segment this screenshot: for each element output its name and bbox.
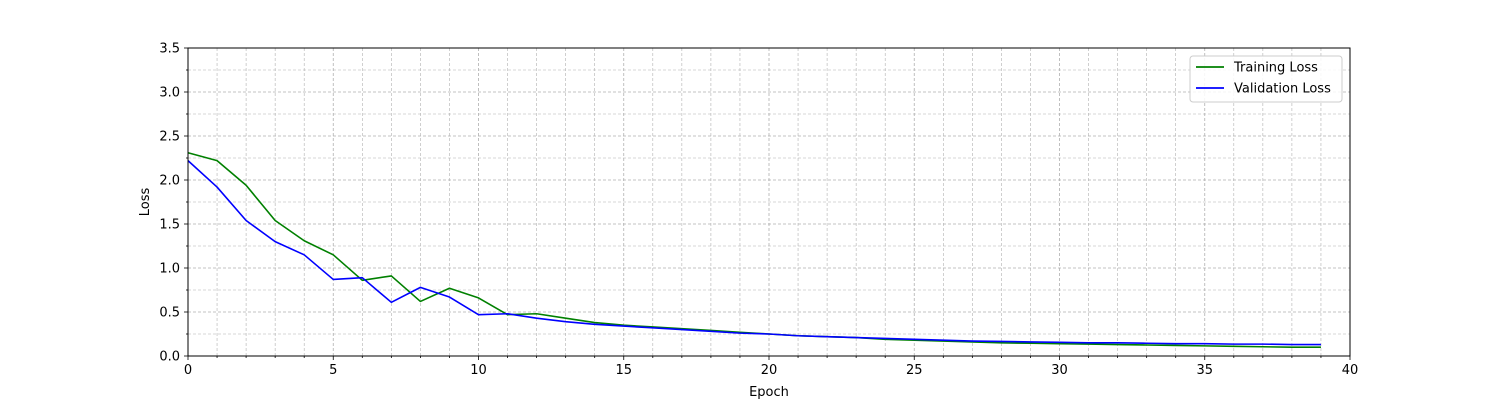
x-tick-label: 25 (906, 363, 923, 378)
y-tick-label: 1.0 (159, 262, 180, 277)
x-tick-label: 40 (1342, 363, 1359, 378)
grid (187, 47, 1351, 357)
legend-label-validation-loss: Validation Loss (1234, 82, 1331, 97)
series-lines (187, 151, 1321, 349)
y-tick-label: 3.0 (159, 86, 180, 101)
y-tick-label: 2.5 (159, 130, 180, 145)
validation-loss-line (187, 160, 1321, 346)
x-tick-label: 20 (761, 363, 778, 378)
x-tick-label: 0 (184, 363, 192, 378)
y-tick-label: 2.0 (159, 174, 180, 189)
x-axis-label: Epoch (749, 385, 789, 400)
y-tick-label: 3.5 (159, 42, 180, 57)
legend-label-training-loss: Training Loss (1233, 61, 1318, 76)
axis-ticks: 0 5 10 15 20 25 30 35 40 0.0 0.5 1.0 1.5 2.0 2.5 3.0 3.5 (159, 42, 1358, 379)
legend-box (1189, 55, 1343, 103)
x-tick-label: 10 (470, 363, 487, 378)
y-tick-label: 0.0 (159, 350, 180, 365)
y-axis-label: Loss (138, 188, 153, 217)
x-tick-label: 5 (329, 363, 337, 378)
x-tick-label: 15 (615, 363, 632, 378)
y-tick-label: 1.5 (159, 218, 180, 233)
x-tick-label: 35 (1196, 363, 1213, 378)
legend: Training Loss Validation Loss (1189, 55, 1343, 103)
training-loss-line (187, 151, 1321, 349)
x-tick-label: 30 (1051, 363, 1068, 378)
y-tick-label: 0.5 (159, 306, 180, 321)
